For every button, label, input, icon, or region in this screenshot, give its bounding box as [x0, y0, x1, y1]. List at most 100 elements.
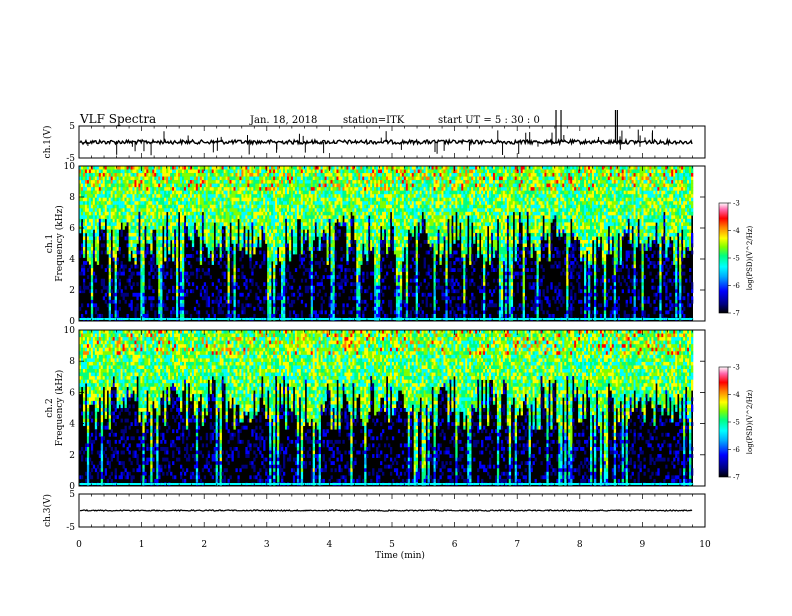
spectrogram-cell: [93, 191, 95, 195]
spectrogram-cell: [83, 212, 85, 216]
spectrogram-cell: [186, 229, 188, 233]
spectrogram-cell: [239, 201, 241, 205]
spectrogram-cell: [129, 240, 131, 244]
spectrogram-cell: [273, 254, 275, 258]
spectrogram-cell: [144, 180, 146, 184]
spectrogram-cell: [99, 219, 101, 223]
spectrogram-cell: [331, 194, 333, 198]
spectrogram-cell: [293, 222, 295, 226]
spectrogram-cell: [259, 198, 261, 202]
spectrogram-cell: [232, 251, 234, 255]
spectrogram-cell: [275, 173, 277, 177]
spectrogram-cell: [305, 173, 307, 177]
spectrogram-cell: [176, 205, 178, 209]
spectrogram-cell: [329, 194, 331, 198]
spectrogram-cell: [142, 233, 144, 237]
spectrogram-cell: [245, 191, 247, 195]
spectrogram-cell: [174, 251, 176, 255]
spectrogram-cell: [346, 212, 348, 216]
spectrogram-cell: [131, 247, 133, 251]
spectrogram-cell: [129, 170, 131, 174]
spectrogram-cell: [384, 212, 386, 216]
spectrogram-cell: [249, 173, 251, 177]
spectrogram-cell: [109, 219, 111, 223]
spectrogram-cell: [222, 272, 224, 276]
spectrogram-cell: [277, 226, 279, 230]
spectrogram-cell: [366, 187, 368, 191]
spectrogram-cell: [360, 180, 362, 184]
spectrogram-cell: [170, 272, 172, 276]
spectrogram-cell: [368, 205, 370, 209]
spectrogram-cell: [319, 219, 321, 223]
spectrogram-cell: [344, 208, 346, 212]
spectrogram-cell: [348, 318, 350, 320]
spectrogram-cell: [289, 166, 291, 170]
spectrogram-cell: [210, 166, 212, 170]
spectrogram-cell: [91, 286, 93, 290]
spectrogram-cell: [346, 205, 348, 209]
spectrogram-cell: [192, 240, 194, 244]
spectrogram-cell: [386, 215, 388, 219]
spectrogram-cell: [214, 201, 216, 205]
spectrogram-cell: [321, 198, 323, 202]
spectrogram-cell: [338, 286, 340, 290]
spectrogram-cell: [358, 265, 360, 269]
spectrogram-cell: [315, 187, 317, 191]
spectrogram-cell: [148, 279, 150, 283]
spectrogram-cell: [277, 293, 279, 297]
spectrogram-cell: [216, 222, 218, 226]
spectrogram-cell: [321, 247, 323, 251]
spectrogram-cell: [230, 300, 232, 304]
spectrogram-cell: [101, 201, 103, 205]
spectrogram-cell: [370, 296, 372, 300]
spectrogram-cell: [117, 247, 119, 251]
spectrogram-cell: [206, 229, 208, 233]
spectrogram-cell: [103, 170, 105, 174]
spectrogram-cell: [319, 226, 321, 230]
spectrogram-cell: [228, 314, 230, 318]
spectrogram-cell: [99, 194, 101, 198]
spectrogram-cell: [156, 170, 158, 174]
spectrogram-cell: [172, 170, 174, 174]
spectrogram-cell: [222, 303, 224, 307]
spectrogram-cell: [259, 166, 261, 170]
spectrogram-cell: [127, 184, 129, 188]
spectrogram-cell: [321, 177, 323, 181]
spectrogram-cell: [380, 318, 382, 320]
spectrogram-cell: [257, 191, 259, 195]
spectrogram-cell: [376, 293, 378, 297]
spectrogram-cell: [336, 205, 338, 209]
spectrogram-cell: [364, 201, 366, 205]
spectrogram-cell: [388, 286, 390, 290]
spectrogram-cell: [281, 272, 283, 276]
spectrogram-cell: [366, 229, 368, 233]
spectrogram-cell: [285, 212, 287, 216]
spectrogram-cell: [109, 205, 111, 209]
spectrogram-cell: [170, 191, 172, 195]
spectrogram-cell: [134, 205, 136, 209]
spectrogram-cell: [299, 180, 301, 184]
spectrogram-cell: [212, 261, 214, 265]
spectrogram-cell: [360, 261, 362, 265]
spectrogram-cell: [172, 258, 174, 262]
spectrogram-cell: [198, 310, 200, 314]
spectrogram-cell: [323, 180, 325, 184]
spectrogram-cell: [249, 233, 251, 237]
spectrogram-cell: [172, 236, 174, 240]
spectrogram-cell: [129, 251, 131, 255]
spectrogram-cell: [168, 201, 170, 205]
spectrogram-cell: [352, 258, 354, 262]
spectrogram-cell: [85, 229, 87, 233]
spectrogram-cell: [91, 265, 93, 269]
spectrogram-cell: [237, 194, 239, 198]
spectrogram-cell: [271, 177, 273, 181]
spectrogram-cell: [218, 166, 220, 170]
spectrogram-cell: [283, 166, 285, 170]
spectrogram-cell: [291, 222, 293, 226]
spectrogram-cell: [378, 286, 380, 290]
spectrogram-cell: [329, 240, 331, 244]
spectrogram-cell: [338, 205, 340, 209]
spectrogram-cell: [154, 318, 156, 320]
spectrogram-cell: [210, 212, 212, 216]
spectrogram-cell: [129, 177, 131, 181]
